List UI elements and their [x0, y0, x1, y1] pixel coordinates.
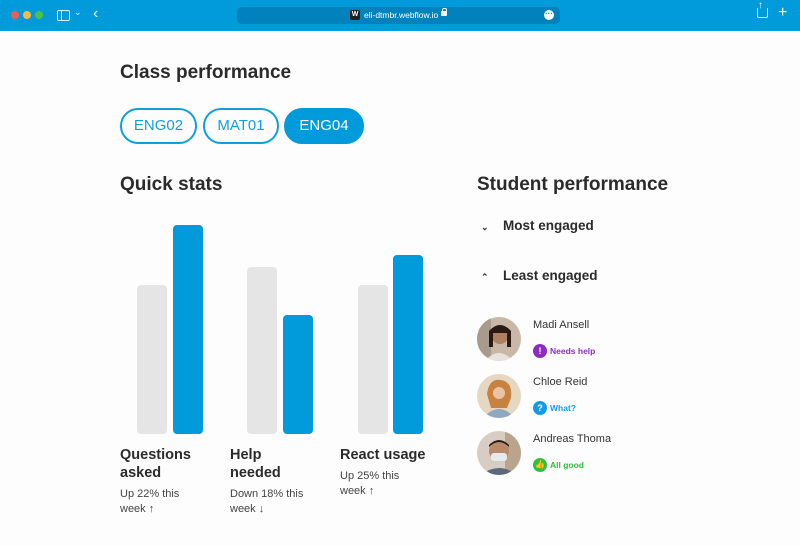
bar-questions-last-week	[137, 285, 167, 434]
class-pill-mat01[interactable]: MAT01	[203, 108, 279, 144]
bar-questions-this-week	[173, 225, 203, 434]
stat-label-questions: Questions asked	[120, 446, 191, 482]
accordion-label: Least engaged	[503, 268, 598, 283]
accordion-label: Most engaged	[503, 218, 594, 233]
accordion-least-engaged[interactable]: ⌃ Least engaged	[481, 268, 598, 283]
bar-react-last-week	[358, 285, 388, 434]
url-text: eli-dtmbr.webflow.io	[364, 10, 439, 20]
stat-label-line: Questions	[120, 447, 191, 463]
zoom-window-button[interactable]	[35, 11, 43, 19]
bar-help-last-week	[247, 267, 277, 434]
bar-help-this-week	[283, 315, 313, 434]
stat-label-line: React usage	[340, 447, 426, 463]
avatar	[477, 374, 521, 418]
needs-help-icon: !	[533, 343, 547, 358]
status-text: All good	[550, 459, 584, 470]
stat-label-help: Help needed	[230, 446, 281, 482]
new-tab-icon[interactable]: +	[778, 4, 788, 21]
status-badge: ? What?	[533, 399, 576, 415]
status-text: What?	[550, 402, 576, 413]
stat-label-react: React usage	[340, 446, 425, 464]
chevron-down-icon[interactable]: ⌄	[74, 7, 82, 17]
stat-sub-line: week ↑	[120, 503, 155, 515]
browser-toolbar: ⌄ ‹ W eli-dtmbr.webflow.io ··· +	[0, 0, 800, 31]
chevron-up-icon: ⌃	[481, 272, 489, 282]
address-bar[interactable]: W eli-dtmbr.webflow.io ···	[237, 7, 560, 24]
close-window-button[interactable]	[11, 11, 19, 19]
bar-react-this-week	[393, 255, 423, 434]
chevron-down-icon: ⌄	[481, 222, 489, 232]
class-pill-eng04[interactable]: ENG04	[284, 108, 364, 144]
thumbs-up-icon: 👍	[533, 457, 547, 472]
status-text: Needs help	[550, 345, 596, 356]
sidebar-toggle-icon[interactable]	[57, 10, 70, 21]
stat-sub-line: Up 25% this	[340, 470, 400, 482]
stat-sub-questions: Up 22% this week ↑	[120, 487, 179, 517]
student-performance-title: Student performance	[477, 174, 669, 195]
stat-sub-line: week ↓	[230, 503, 265, 515]
question-icon: ?	[533, 400, 547, 415]
stat-label-line: needed	[230, 465, 281, 481]
stat-sub-help: Down 18% this week ↓	[230, 487, 303, 517]
avatar	[477, 431, 521, 475]
avatar	[477, 317, 521, 361]
page-title: Class performance	[120, 62, 292, 83]
stat-sub-line: week ↑	[340, 485, 375, 497]
student-name: Andreas Thoma	[533, 433, 612, 445]
status-badge: ! Needs help	[533, 342, 596, 358]
more-options-icon[interactable]: ···	[544, 9, 554, 20]
accordion-most-engaged[interactable]: ⌄ Most engaged	[481, 218, 594, 233]
stat-label-line: asked	[120, 465, 162, 481]
minimize-window-button[interactable]	[23, 11, 31, 19]
back-arrow-icon[interactable]: ‹	[93, 5, 99, 22]
student-name: Chloe Reid	[533, 376, 588, 388]
webflow-favicon-icon: W	[350, 10, 360, 20]
stat-sub-react: Up 25% this week ↑	[340, 469, 399, 499]
class-pill-eng02[interactable]: ENG02	[120, 108, 197, 144]
share-icon[interactable]	[757, 0, 768, 18]
student-name: Madi Ansell	[533, 319, 590, 331]
status-badge: 👍 All good	[533, 456, 584, 472]
lock-icon	[441, 8, 447, 16]
stat-sub-line: Up 22% this	[120, 488, 180, 500]
stat-label-line: Help	[230, 447, 262, 463]
stat-sub-line: Down 18% this	[230, 488, 304, 500]
quick-stats-title: Quick stats	[120, 174, 223, 195]
